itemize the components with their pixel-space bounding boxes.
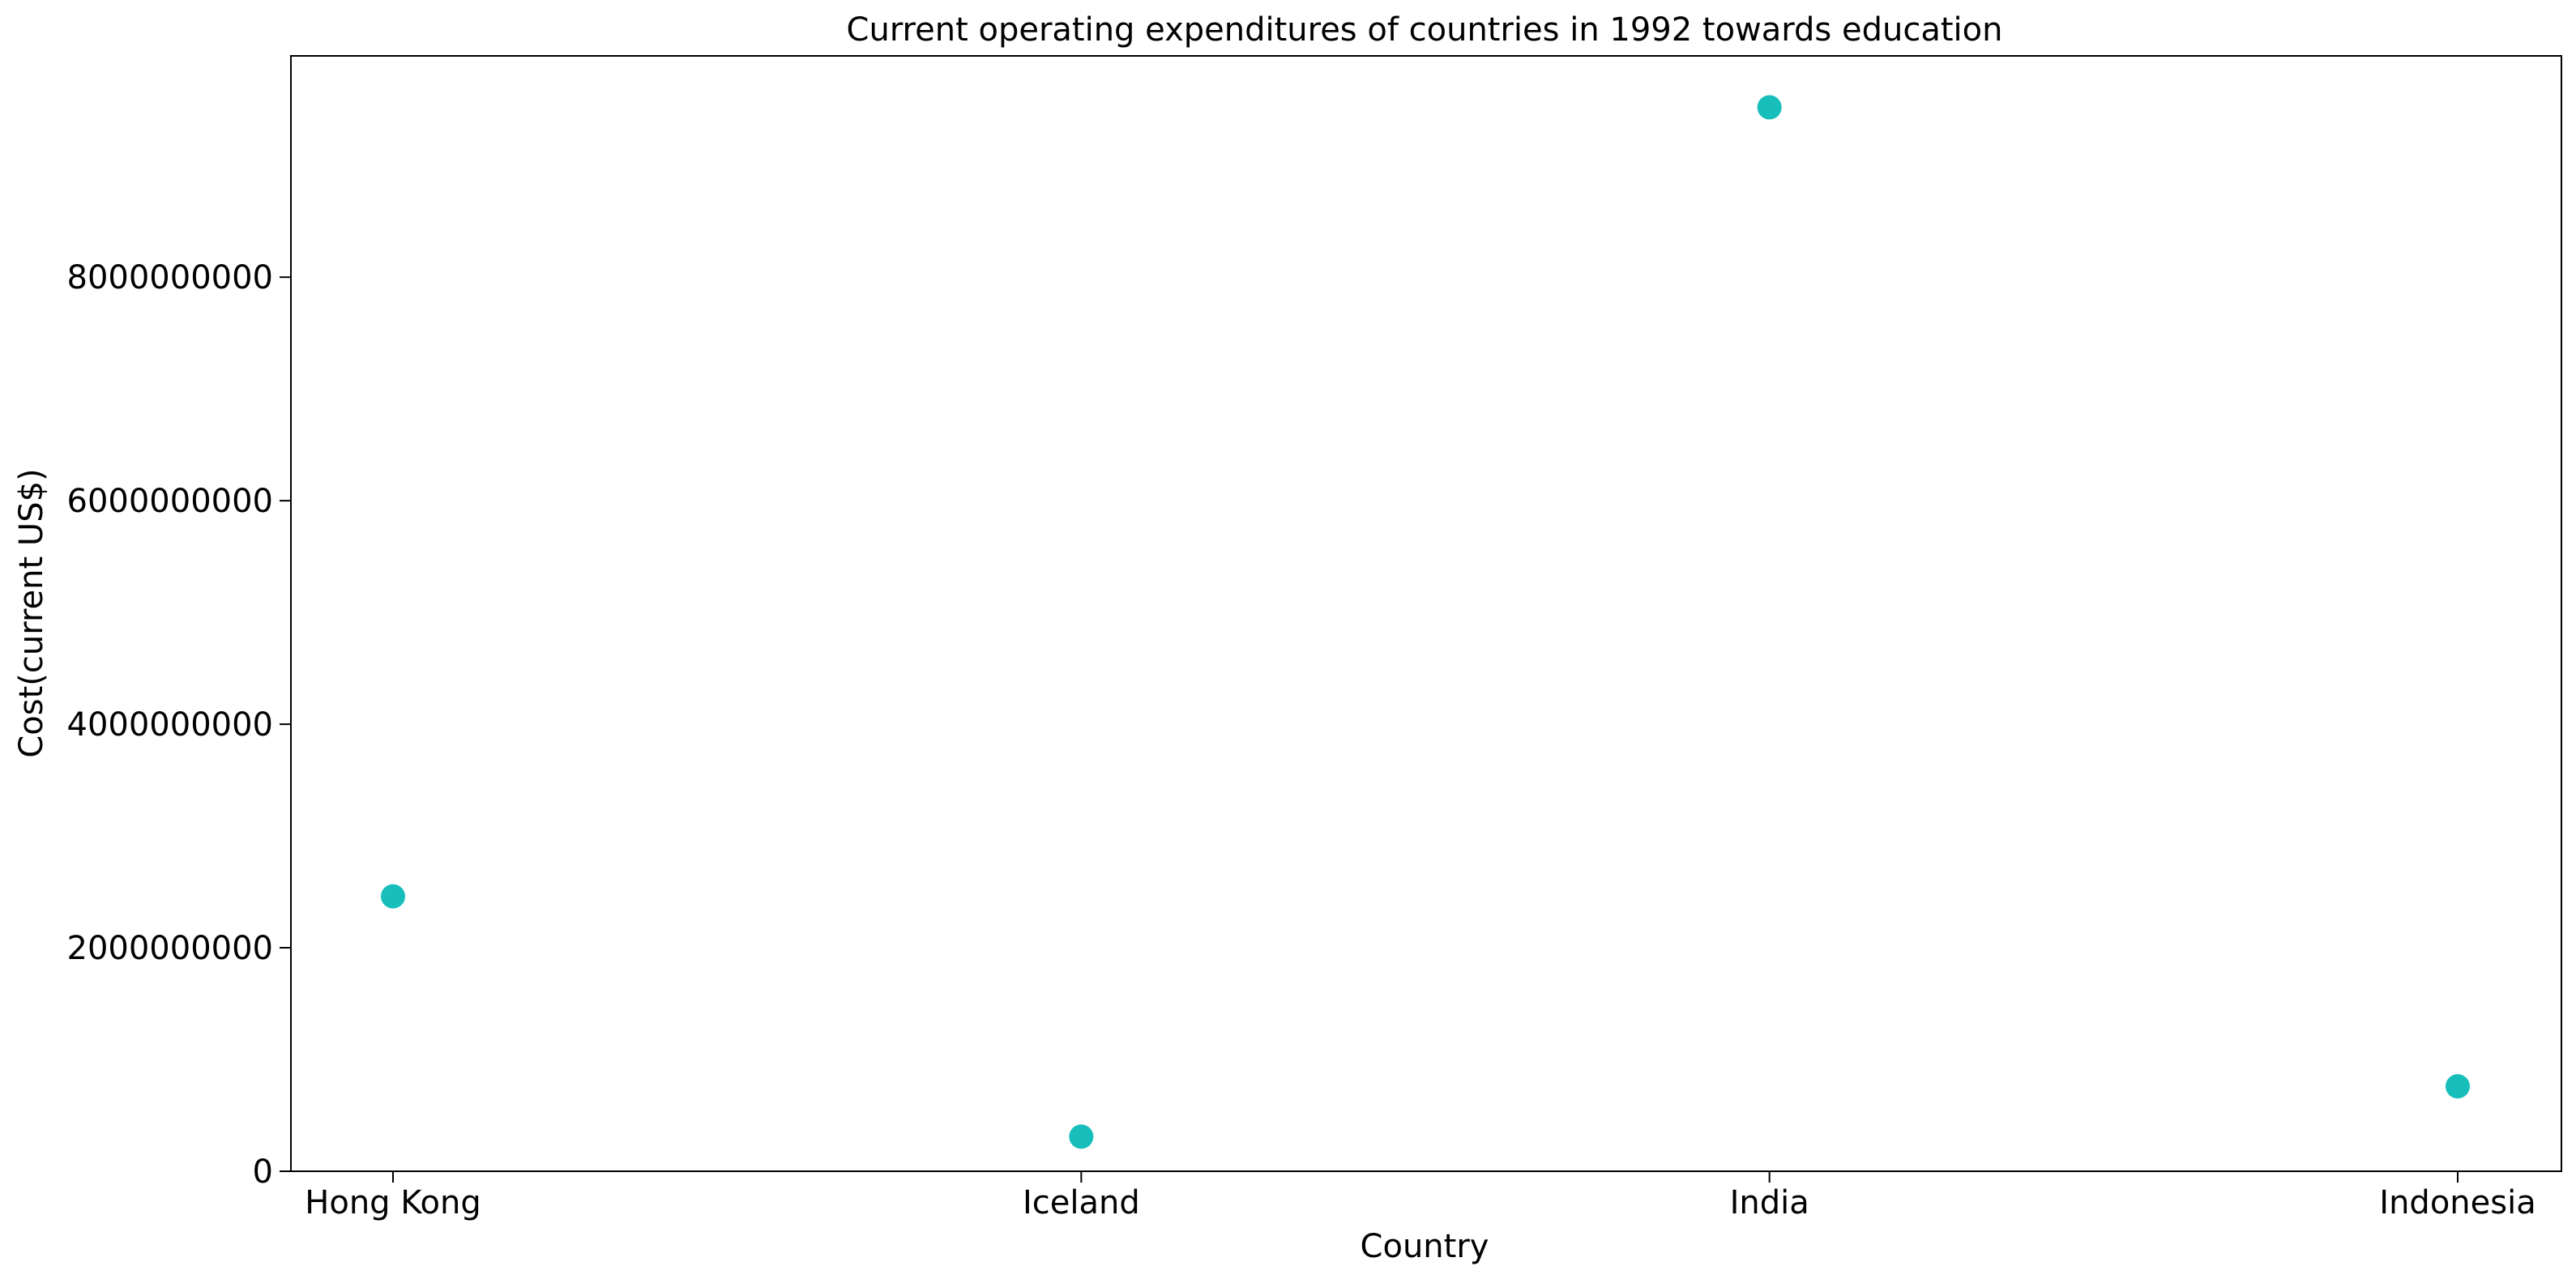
data-point bbox=[1757, 95, 1782, 120]
x-axis-label: Country bbox=[1361, 1228, 1489, 1265]
data-points bbox=[381, 95, 2470, 1149]
y-tick-label: 0 bbox=[253, 1153, 273, 1191]
y-tick-label: 8000000000 bbox=[67, 259, 274, 296]
plot-frame bbox=[290, 55, 2562, 1172]
y-axis-label: Cost(current US$) bbox=[13, 468, 50, 757]
y-tick-label: 4000000000 bbox=[67, 706, 274, 744]
y-tick-label: 6000000000 bbox=[67, 483, 274, 520]
x-tick-label: Indonesia bbox=[2379, 1184, 2535, 1221]
x-tick-label: Iceland bbox=[1023, 1184, 1140, 1221]
y-axis: 0 2000000000 4000000000 6000000000 800000000… bbox=[67, 259, 291, 1191]
x-tick-label: India bbox=[1730, 1184, 1809, 1221]
chart-title: Current operating expenditures of countr… bbox=[847, 11, 2003, 49]
data-point bbox=[381, 884, 405, 909]
y-tick-label: 2000000000 bbox=[67, 930, 274, 967]
data-point bbox=[2446, 1074, 2470, 1099]
x-tick-label: Hong Kong bbox=[305, 1184, 481, 1221]
x-axis: Hong Kong Iceland India Indonesia bbox=[305, 1171, 2536, 1221]
data-point bbox=[1069, 1124, 1094, 1149]
